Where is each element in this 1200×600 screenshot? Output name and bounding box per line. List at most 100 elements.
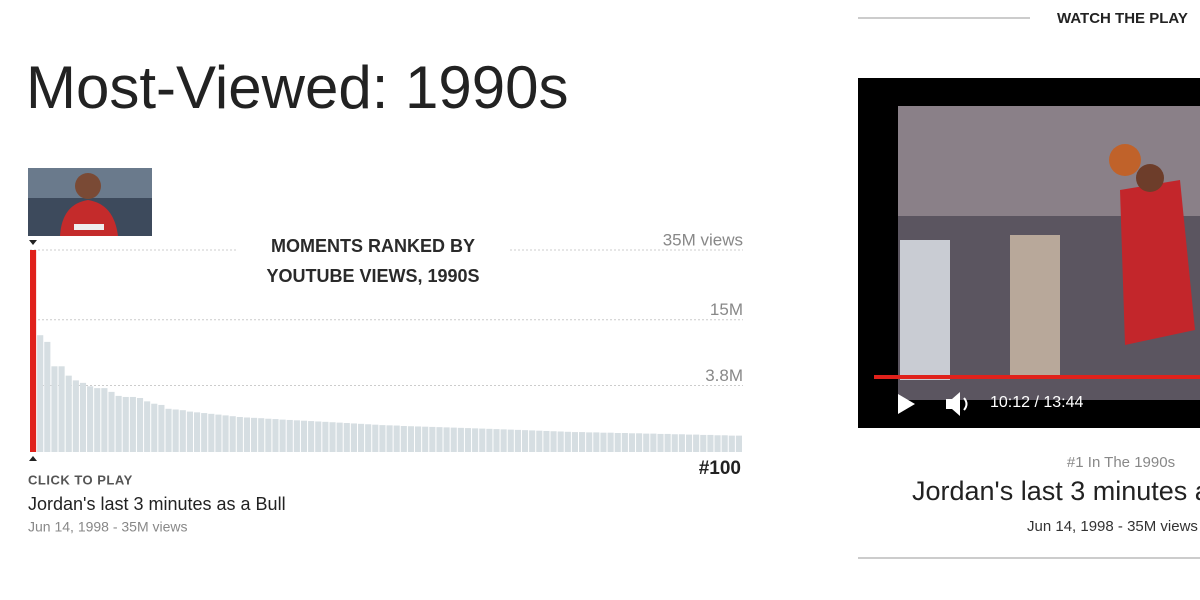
bar[interactable]	[243, 417, 251, 452]
bar[interactable]	[550, 431, 557, 452]
bar[interactable]	[365, 424, 372, 452]
bar[interactable]	[536, 430, 543, 452]
bar[interactable]	[293, 420, 300, 452]
bar[interactable]	[315, 421, 322, 452]
volume-button[interactable]	[946, 392, 960, 416]
bar[interactable]	[429, 426, 436, 452]
bar[interactable]	[628, 433, 636, 452]
bar[interactable]	[564, 431, 571, 452]
bar[interactable]	[436, 427, 443, 452]
bar[interactable]	[193, 412, 201, 452]
bar[interactable]	[500, 429, 507, 452]
bar[interactable]	[614, 432, 621, 452]
bar[interactable]	[122, 396, 129, 452]
bar[interactable]	[236, 417, 243, 452]
bar[interactable]	[151, 403, 158, 452]
bar[interactable]	[208, 413, 215, 452]
bar[interactable]	[179, 410, 186, 452]
bar[interactable]	[621, 432, 628, 452]
video-player[interactable]	[858, 78, 1200, 428]
bar[interactable]	[258, 418, 265, 452]
bar[interactable]	[101, 388, 108, 452]
bar[interactable]	[94, 388, 101, 452]
bar[interactable]	[30, 250, 37, 452]
bar[interactable]	[521, 430, 529, 452]
bar[interactable]	[586, 432, 593, 452]
bar[interactable]	[600, 432, 607, 452]
bar[interactable]	[693, 434, 700, 452]
bar[interactable]	[671, 434, 678, 452]
bar[interactable]	[493, 429, 500, 452]
bar[interactable]	[514, 429, 521, 452]
bar[interactable]	[529, 430, 536, 452]
bar[interactable]	[222, 415, 229, 452]
bar[interactable]	[407, 426, 415, 452]
bar[interactable]	[657, 433, 664, 452]
bar[interactable]	[721, 435, 728, 452]
bar[interactable]	[58, 366, 65, 452]
bar[interactable]	[286, 419, 293, 452]
bar[interactable]	[422, 426, 429, 452]
bar[interactable]	[400, 425, 407, 452]
bar[interactable]	[129, 396, 136, 452]
bar[interactable]	[543, 430, 550, 452]
bar[interactable]	[251, 417, 258, 452]
bar[interactable]	[265, 418, 272, 452]
bar[interactable]	[450, 427, 457, 452]
bar[interactable]	[51, 366, 58, 452]
bar[interactable]	[136, 398, 144, 452]
bar[interactable]	[201, 413, 208, 452]
bar[interactable]	[350, 423, 357, 452]
bar[interactable]	[37, 335, 44, 452]
bar[interactable]	[650, 433, 657, 452]
play-button[interactable]	[898, 394, 915, 414]
bar[interactable]	[443, 427, 450, 452]
bar[interactable]	[279, 419, 286, 452]
bar[interactable]	[507, 429, 514, 452]
bar[interactable]	[115, 395, 122, 452]
bar[interactable]	[714, 435, 721, 452]
bar[interactable]	[357, 423, 365, 452]
bar[interactable]	[607, 432, 614, 452]
bar[interactable]	[336, 422, 343, 452]
bar[interactable]	[308, 421, 315, 452]
bar[interactable]	[65, 375, 72, 452]
bar[interactable]	[678, 434, 685, 452]
bar[interactable]	[386, 425, 393, 452]
bar[interactable]	[486, 428, 493, 452]
bar[interactable]	[158, 404, 165, 452]
bar[interactable]	[393, 425, 400, 452]
bar[interactable]	[44, 341, 51, 452]
bar[interactable]	[735, 435, 742, 452]
bar[interactable]	[165, 408, 172, 452]
bar[interactable]	[700, 434, 707, 452]
bar[interactable]	[379, 425, 386, 452]
thumbnail[interactable]	[28, 168, 152, 236]
bar[interactable]	[108, 391, 115, 452]
bar[interactable]	[229, 416, 236, 452]
bar[interactable]	[300, 420, 308, 452]
bar[interactable]	[593, 432, 600, 452]
bar[interactable]	[79, 382, 87, 452]
click-prompt[interactable]: CLICK TO PLAY	[28, 472, 133, 487]
bar[interactable]	[186, 411, 193, 452]
bar[interactable]	[643, 433, 650, 452]
bar[interactable]	[579, 432, 586, 452]
bar[interactable]	[479, 428, 486, 452]
bar[interactable]	[322, 421, 329, 452]
bar[interactable]	[571, 432, 579, 452]
bar[interactable]	[457, 427, 464, 452]
bar[interactable]	[472, 428, 479, 452]
bar[interactable]	[728, 435, 735, 452]
bar[interactable]	[272, 419, 279, 452]
bar[interactable]	[557, 431, 564, 452]
bar[interactable]	[372, 424, 379, 452]
bar[interactable]	[685, 434, 693, 452]
bar[interactable]	[415, 426, 422, 452]
bar[interactable]	[172, 409, 179, 452]
bar[interactable]	[464, 428, 472, 452]
bar[interactable]	[87, 386, 94, 452]
bar[interactable]	[707, 434, 714, 452]
bar[interactable]	[329, 422, 336, 452]
bar[interactable]	[215, 414, 222, 452]
